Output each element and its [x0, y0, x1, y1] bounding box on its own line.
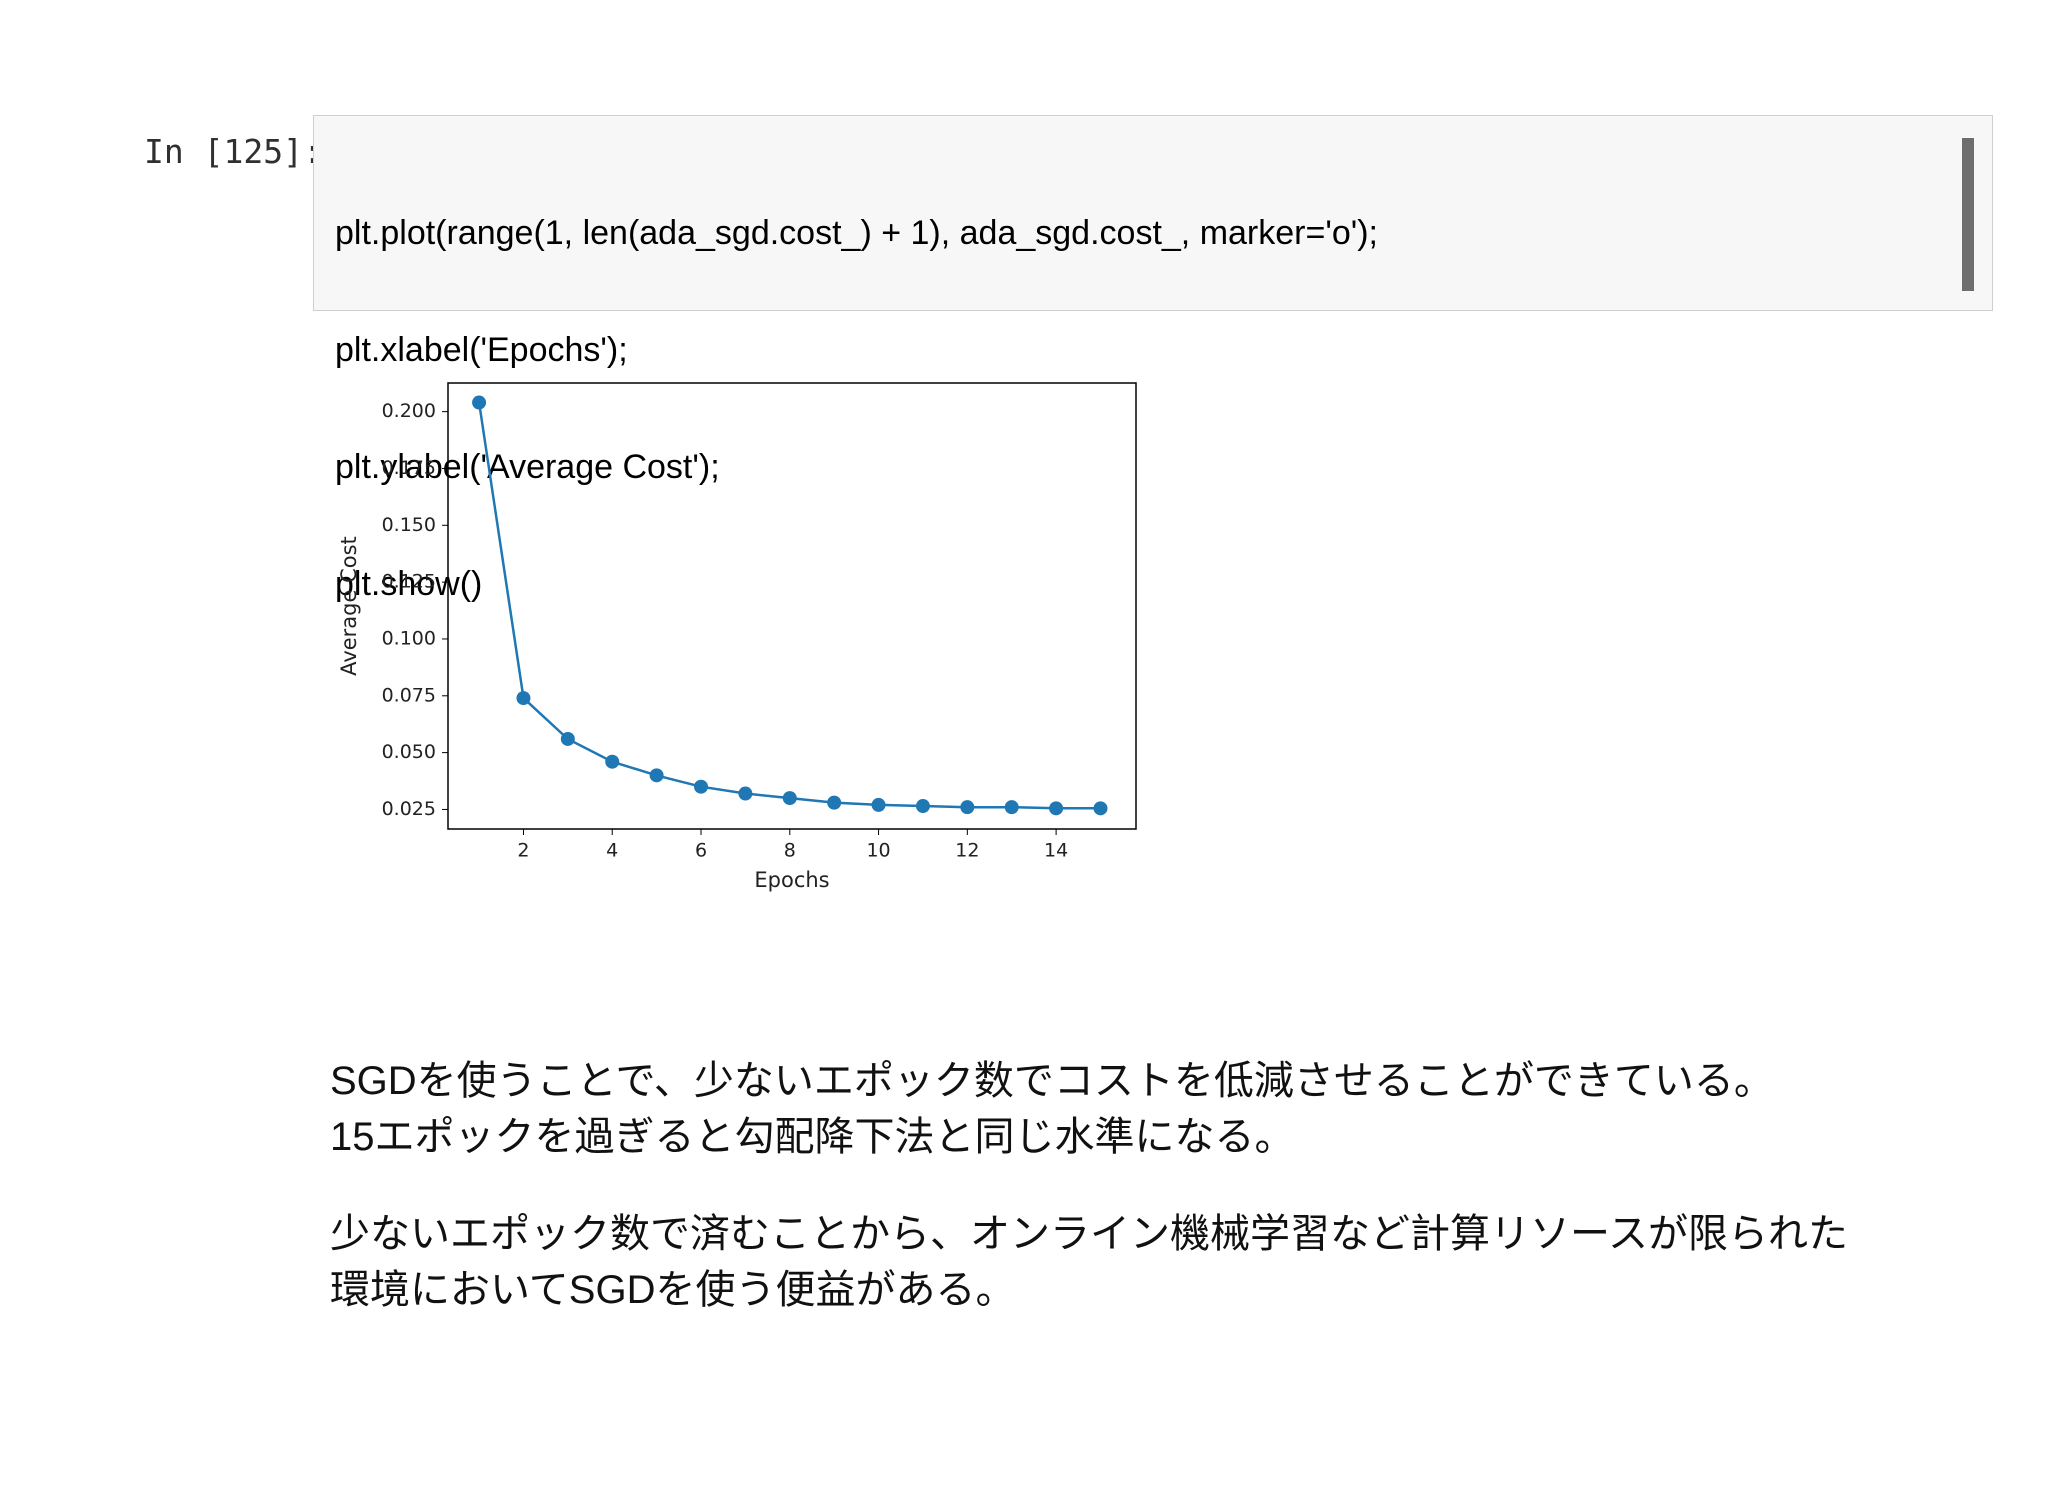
y-tick-label: 0.075: [382, 684, 436, 706]
marker: [560, 731, 575, 746]
code-line: plt.ylabel('Average Cost');: [335, 448, 720, 486]
x-tick-label: 2: [517, 840, 529, 862]
marker: [871, 797, 886, 812]
marker: [649, 768, 664, 783]
code-cell[interactable]: plt.plot(range(1, len(ada_sgd.cost_) + 1…: [313, 115, 1993, 603]
marker: [516, 691, 531, 706]
marker: [472, 395, 487, 410]
marker: [1004, 800, 1019, 815]
marker: [694, 779, 709, 794]
y-tick-label: 0.200: [382, 400, 436, 422]
y-tick-label: 0.050: [382, 741, 436, 763]
paragraph: SGDを使うことで、少ないエポック数でコストを低減させることができている。 15…: [330, 1053, 1774, 1165]
marker: [1093, 801, 1108, 816]
plot-frame: [447, 382, 1137, 830]
text-line: 15エポックを過ぎると勾配降下法と同じ水準になる。: [330, 1115, 1295, 1159]
x-tick-label: 6: [695, 840, 707, 862]
x-tick-label: 8: [784, 840, 796, 862]
scrollbar[interactable]: [1962, 138, 1974, 291]
x-tick-label: 4: [606, 840, 618, 862]
marker: [915, 799, 930, 814]
code: plt.plot(range(1, len(ada_sgd.cost_) + 1…: [335, 136, 1378, 682]
code-line: plt.show(): [335, 565, 483, 603]
x-axis-label: Epochs: [754, 868, 829, 892]
code-line: plt.plot(range(1, len(ada_sgd.cost_) + 1…: [335, 214, 1378, 252]
x-tick-label: 10: [866, 840, 890, 862]
y-tick-label: 0.100: [382, 627, 436, 649]
text-line: SGDを使うことで、少ないエポック数でコストを低減させることができている。: [330, 1059, 1774, 1103]
text-line: 少ないエポック数で済むことから、オンライン機械学習など計算リソースが限られた: [330, 1212, 1848, 1256]
marker: [782, 791, 797, 806]
y-tick-label: 0.150: [382, 514, 436, 536]
paragraph: 少ないエポック数で済むことから、オンライン機械学習など計算リソースが限られた 環…: [330, 1206, 1848, 1318]
marker: [960, 800, 975, 815]
x-tick-label: 14: [1044, 840, 1068, 862]
y-tick-label: 0.175: [382, 457, 436, 479]
code-line: plt.xlabel('Epochs');: [335, 331, 628, 369]
marker: [827, 795, 842, 810]
marker: [605, 754, 620, 769]
line: [477, 402, 1101, 810]
chart: 0.025 0.050 0.075 0.100 0.125 0.150 0.175 0.200…: [337, 382, 1137, 892]
y-tick-label: 0.125: [382, 571, 436, 593]
y-tick-label: 0.025: [382, 798, 436, 820]
y-axis-label: Average Cost: [337, 536, 361, 676]
x-tick-label: 12: [955, 840, 979, 862]
cell-prompt: In [125]:: [144, 132, 323, 171]
text-line: 環境においてSGDを使う便益がある。: [330, 1268, 1016, 1312]
marker: [738, 786, 753, 801]
marker: [1049, 801, 1064, 816]
